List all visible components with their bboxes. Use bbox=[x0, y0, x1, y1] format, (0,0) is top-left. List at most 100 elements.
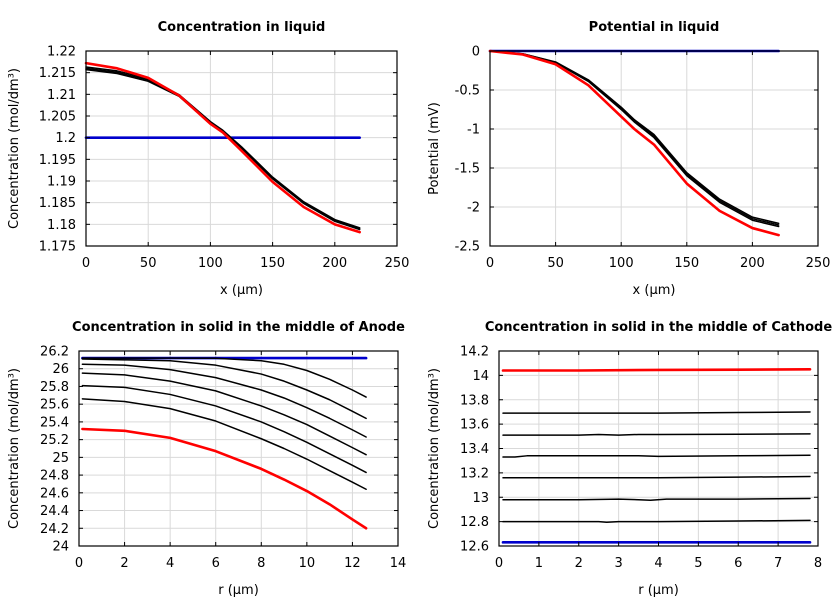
x-tick-label: 2 bbox=[575, 556, 583, 571]
y-axis-label: Potential (mV) bbox=[427, 102, 442, 195]
y-tick-label: 12.6 bbox=[460, 540, 489, 555]
x-tick-label: 250 bbox=[806, 256, 831, 271]
x-tick-label: 4 bbox=[166, 556, 174, 571]
series-line-3 bbox=[489, 50, 780, 228]
y-tick-label: 26 bbox=[52, 362, 69, 377]
series-line-4 bbox=[81, 372, 367, 456]
panel-concentration-solid-cathode: Concentration in solid in the middle of … bbox=[427, 320, 832, 598]
series-line-1 bbox=[85, 68, 361, 231]
y-tick-label: 13.6 bbox=[460, 418, 489, 433]
y-tick-label: 0 bbox=[472, 45, 480, 60]
y-tick-label: 1.22 bbox=[47, 45, 76, 60]
grid bbox=[490, 51, 818, 246]
x-tick-label: 200 bbox=[740, 256, 765, 271]
series-line-6 bbox=[81, 398, 367, 491]
x-tick-label: 100 bbox=[609, 256, 634, 271]
series-line-4 bbox=[488, 49, 780, 237]
series-group bbox=[488, 49, 780, 237]
y-tick-label: 24.6 bbox=[40, 486, 69, 501]
y-tick-label: 1.175 bbox=[39, 240, 76, 255]
y-tick-label: 1.205 bbox=[39, 110, 76, 125]
y-tick-label: 12.8 bbox=[460, 515, 489, 530]
y-tick-label: 1.21 bbox=[47, 88, 76, 103]
y-tick-label: 1.19 bbox=[47, 175, 76, 190]
series-line-7 bbox=[81, 427, 368, 530]
x-tick-label: 5 bbox=[694, 556, 702, 571]
y-axis-label: Concentration (mol/dm³) bbox=[7, 68, 22, 229]
series-line-4 bbox=[502, 475, 811, 479]
series-line-0 bbox=[501, 367, 812, 372]
series-line-3 bbox=[502, 454, 811, 458]
y-tick-label: 24.4 bbox=[40, 504, 69, 519]
y-tick-label: 25.2 bbox=[40, 433, 69, 448]
y-tick-label: -1.5 bbox=[455, 162, 480, 177]
y-tick-label: 24.8 bbox=[40, 469, 69, 484]
y-axis-label: Concentration (mol/dm³) bbox=[427, 368, 442, 529]
chart-title: Potential in liquid bbox=[589, 20, 720, 35]
x-tick-label: 0 bbox=[486, 256, 494, 271]
series-line-4 bbox=[84, 61, 361, 234]
y-tick-label: 25.8 bbox=[40, 380, 69, 395]
x-tick-label: 8 bbox=[257, 556, 265, 571]
x-tick-label: 7 bbox=[774, 556, 782, 571]
x-tick-label: 0 bbox=[82, 256, 90, 271]
y-tick-label: 14.2 bbox=[460, 345, 489, 360]
series-line-3 bbox=[81, 363, 367, 438]
series-line-2 bbox=[502, 433, 811, 436]
x-tick-label: 100 bbox=[198, 256, 223, 271]
x-tick-label: 150 bbox=[674, 256, 699, 271]
y-tick-label: 1.195 bbox=[39, 153, 76, 168]
x-tick-label: 8 bbox=[814, 556, 822, 571]
y-tick-label: 24 bbox=[52, 540, 69, 555]
y-tick-label: 25.6 bbox=[40, 398, 69, 413]
x-tick-label: 0 bbox=[75, 556, 83, 571]
panel-concentration-in-liquid: Concentration in liquid x (µm) Concentra… bbox=[7, 20, 409, 298]
x-tick-label: 10 bbox=[299, 556, 316, 571]
y-tick-label: 25.4 bbox=[40, 415, 69, 430]
x-tick-label: 50 bbox=[547, 256, 564, 271]
y-tick-label: -2 bbox=[467, 201, 480, 216]
chart-title: Concentration in solid in the middle of … bbox=[485, 320, 833, 335]
series-group bbox=[84, 61, 361, 234]
panel-potential-in-liquid: Potential in liquid x (µm) Potential (mV… bbox=[427, 20, 830, 298]
panel-concentration-solid-anode: Concentration in solid in the middle of … bbox=[7, 320, 406, 598]
series-line-3 bbox=[85, 66, 361, 229]
series-line-5 bbox=[81, 384, 367, 474]
x-tick-label: 12 bbox=[344, 556, 361, 571]
series-line-6 bbox=[502, 519, 811, 523]
x-tick-label: 50 bbox=[140, 256, 157, 271]
x-tick-label: 4 bbox=[654, 556, 662, 571]
series-group bbox=[501, 367, 812, 544]
y-tick-label: 13.4 bbox=[460, 442, 489, 457]
series-line-2 bbox=[85, 67, 361, 230]
x-axis-label: r (µm) bbox=[638, 583, 679, 598]
series-line-1 bbox=[81, 357, 367, 398]
y-tick-label: 14 bbox=[472, 369, 489, 384]
x-tick-label: 3 bbox=[614, 556, 622, 571]
grid bbox=[499, 351, 818, 546]
series-line-1 bbox=[502, 411, 811, 414]
y-tick-label: -2.5 bbox=[455, 240, 480, 255]
y-tick-label: 1.18 bbox=[47, 218, 76, 233]
y-tick-label: 1.215 bbox=[39, 66, 76, 81]
x-tick-label: 2 bbox=[120, 556, 128, 571]
x-axis-label: x (µm) bbox=[633, 283, 676, 298]
chart-title: Concentration in liquid bbox=[158, 20, 326, 35]
y-tick-label: 13 bbox=[472, 491, 489, 506]
x-tick-label: 250 bbox=[385, 256, 410, 271]
x-tick-label: 1 bbox=[535, 556, 543, 571]
x-tick-label: 0 bbox=[495, 556, 503, 571]
plot-frame bbox=[78, 350, 399, 547]
plot-frame bbox=[489, 50, 819, 247]
series-line-5 bbox=[502, 497, 811, 502]
x-tick-label: 200 bbox=[322, 256, 347, 271]
y-tick-label: 13.2 bbox=[460, 466, 489, 481]
series-line-2 bbox=[489, 50, 780, 226]
y-tick-label: 13.8 bbox=[460, 393, 489, 408]
plot-frame bbox=[85, 50, 398, 247]
x-tick-label: 14 bbox=[390, 556, 407, 571]
y-tick-label: -1 bbox=[467, 123, 480, 138]
chart-title: Concentration in solid in the middle of … bbox=[72, 320, 405, 335]
x-axis-label: r (µm) bbox=[218, 583, 259, 598]
